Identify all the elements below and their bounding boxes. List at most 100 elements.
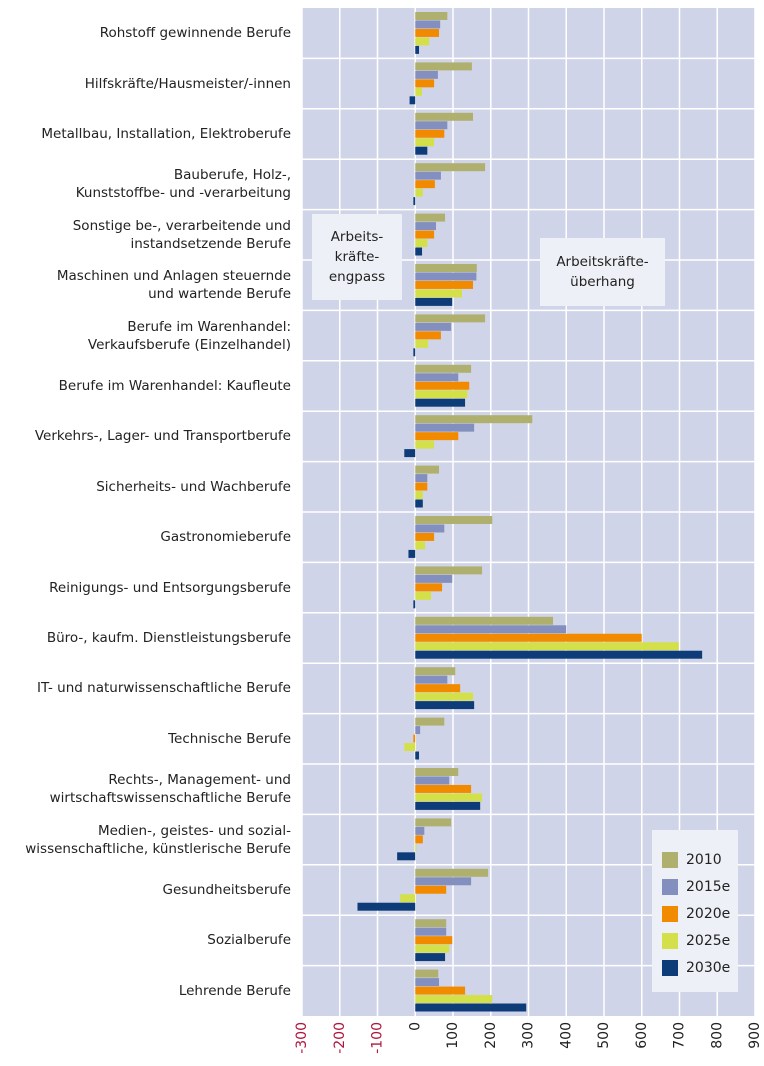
bar	[415, 642, 679, 651]
legend-label: 2020e	[686, 906, 730, 922]
bar	[415, 230, 435, 239]
bar	[415, 566, 483, 575]
x-tick-label: 800	[709, 1022, 725, 1049]
bar	[357, 902, 416, 911]
bar	[415, 793, 483, 802]
bar	[415, 835, 423, 844]
category-label: Reinigungs- und Entsorgungsberufe	[49, 579, 291, 596]
category-label: Sonstige be-, verarbeitende und instands…	[72, 217, 291, 252]
bar	[415, 373, 459, 382]
bar	[415, 314, 486, 323]
bar	[415, 297, 453, 306]
bar	[415, 247, 423, 256]
legend-label: 2010	[686, 852, 722, 868]
bar	[415, 818, 452, 827]
x-tick-label: 900	[747, 1022, 763, 1049]
category-label: Medien-, geistes- und sozial- wissenscha…	[25, 822, 291, 857]
bar	[415, 499, 423, 508]
bar	[415, 390, 468, 399]
bar	[415, 784, 472, 793]
category-label: IT- und naturwissenschaftliche Berufe	[37, 680, 291, 697]
bar	[415, 969, 439, 978]
bar	[415, 768, 459, 776]
bar	[415, 667, 456, 676]
legend-swatch	[662, 933, 678, 949]
bar	[415, 751, 420, 760]
x-tick-label: 500	[596, 1022, 612, 1049]
bar	[415, 87, 423, 96]
bar	[415, 79, 435, 88]
x-tick-label: 700	[672, 1022, 688, 1049]
bar	[415, 701, 475, 710]
annotation: Arbeitskräfte- überhang	[540, 238, 665, 306]
category-label: Gesundheitsberufe	[162, 882, 291, 898]
bar	[415, 633, 642, 642]
x-tick-label: -200	[332, 1022, 348, 1054]
legend-label: 2025e	[686, 933, 730, 949]
bar	[415, 280, 474, 289]
bar	[415, 843, 417, 852]
bar	[400, 894, 416, 903]
category-label: Gastronomieberufe	[160, 529, 291, 546]
bar	[415, 12, 448, 20]
bar	[415, 801, 481, 810]
category-label: Verkehrs-, Lager- und Transportberufe	[34, 428, 291, 445]
bar	[415, 625, 567, 634]
category-label: Maschinen und Anlagen steuernde und wart…	[56, 268, 291, 303]
category-label: Rechts-, Management- und wirtschaftswiss…	[49, 772, 291, 807]
bar	[415, 364, 472, 373]
x-tick-label: 0	[407, 1022, 423, 1031]
bar	[415, 171, 441, 180]
bar	[415, 264, 477, 272]
bar	[415, 491, 423, 500]
bar	[415, 415, 533, 424]
bar	[415, 927, 447, 936]
bar	[413, 600, 416, 609]
bar	[415, 45, 420, 54]
bar	[415, 272, 477, 281]
bar	[415, 953, 446, 962]
legend-swatch	[662, 906, 678, 922]
category-label: Technische Berufe	[168, 730, 291, 747]
bar	[415, 675, 448, 684]
bar	[415, 826, 425, 835]
category-label: Metallbau, Installation, Elektroberufe	[41, 126, 291, 142]
bar	[415, 339, 429, 348]
bar	[415, 331, 441, 340]
category-label: Bauberufe, Holz-, Kunststoffbe- und -ver…	[75, 167, 291, 202]
bar	[415, 978, 440, 987]
legend-swatch	[662, 852, 678, 868]
x-tick-label: 300	[521, 1022, 537, 1049]
bar	[408, 549, 416, 558]
bar	[409, 96, 416, 105]
bar	[415, 776, 450, 785]
bar	[415, 289, 463, 298]
bar	[415, 995, 493, 1004]
bar	[415, 112, 474, 121]
bar	[397, 852, 416, 861]
bar	[415, 532, 435, 541]
category-label: Sozialberufe	[207, 932, 291, 949]
bar	[415, 381, 470, 390]
bar	[415, 516, 493, 524]
bar	[415, 868, 489, 877]
bar	[415, 583, 443, 592]
bar	[415, 936, 453, 945]
category-label: Berufe im Warenhandel: Verkaufsberufe (E…	[87, 318, 291, 353]
category-label: Lehrende Berufe	[178, 982, 291, 999]
legend-swatch	[662, 879, 678, 895]
bar	[415, 213, 446, 222]
bar	[415, 474, 428, 483]
bar	[415, 919, 447, 928]
bar	[415, 944, 450, 953]
bar	[415, 1003, 527, 1012]
bar	[415, 986, 466, 995]
bar	[415, 423, 475, 432]
category-label: Berufe im Warenhandel: Kaufleute	[58, 378, 291, 394]
bar	[413, 348, 416, 357]
category-label: Büro-, kaufm. Dienstleistungsberufe	[46, 630, 291, 646]
bar	[415, 70, 438, 79]
bar	[415, 37, 430, 46]
bar	[415, 62, 472, 71]
